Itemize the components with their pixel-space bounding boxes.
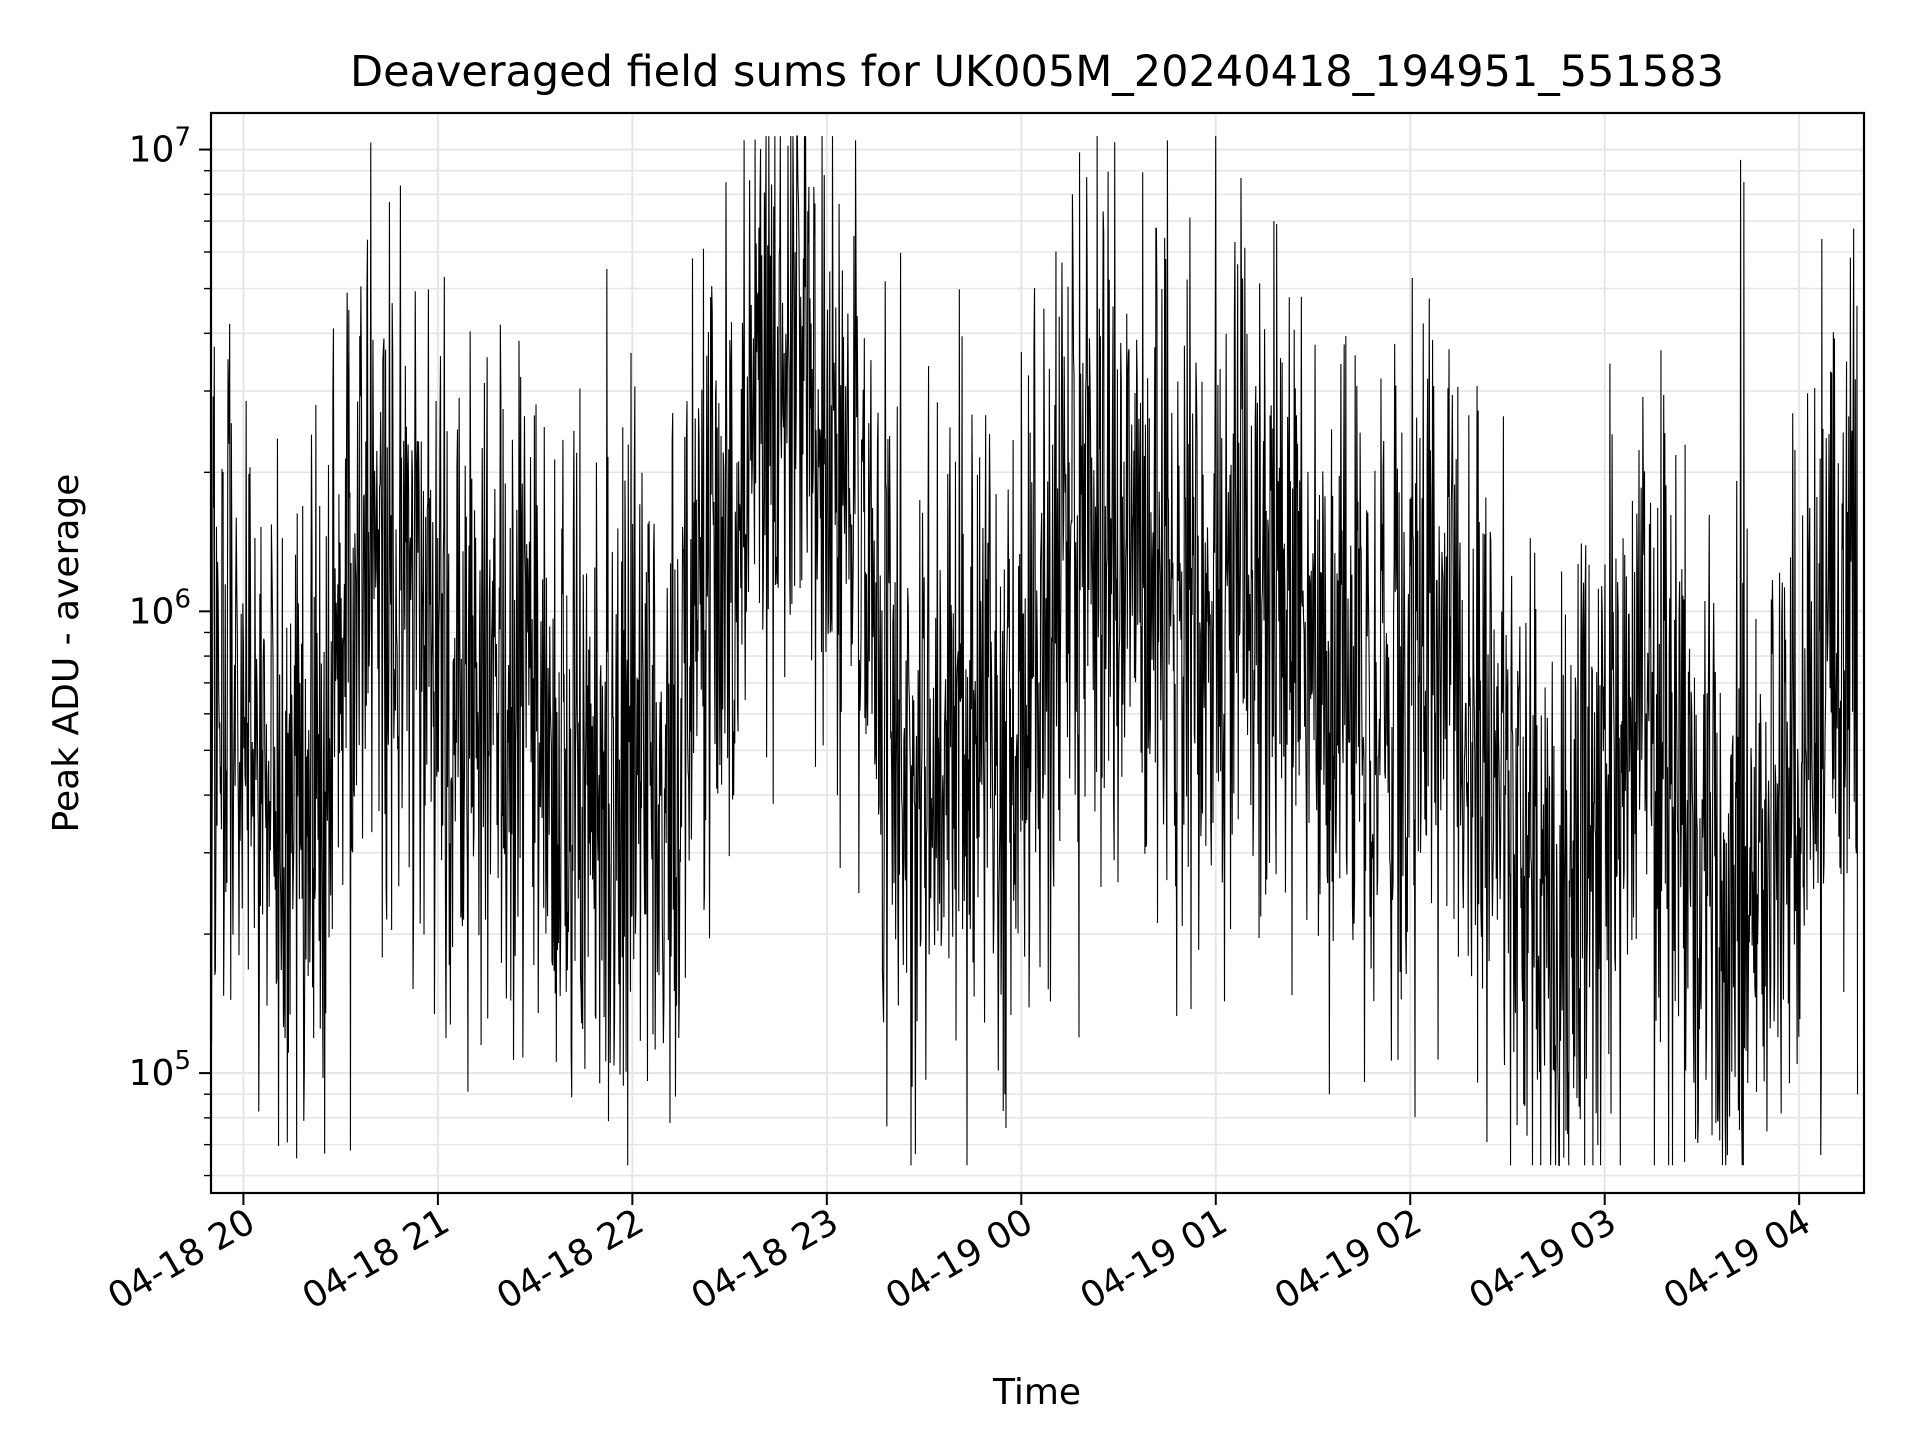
- x-axis-label: Time: [992, 1372, 1081, 1413]
- y-axis-label: Peak ADU - average: [46, 474, 87, 833]
- y-tick-label: 105: [129, 1046, 191, 1094]
- plot-frame: [209, 111, 1866, 1195]
- series-line: [210, 135, 1859, 1166]
- y-axis: 105 106 107: [129, 123, 211, 1177]
- y-tick-label: 106: [129, 584, 191, 632]
- y-tick-label: 107: [129, 123, 191, 171]
- chart-title: Deaveraged field sums for UK005M_2024041…: [350, 47, 1724, 97]
- plot-area: [210, 135, 1859, 1166]
